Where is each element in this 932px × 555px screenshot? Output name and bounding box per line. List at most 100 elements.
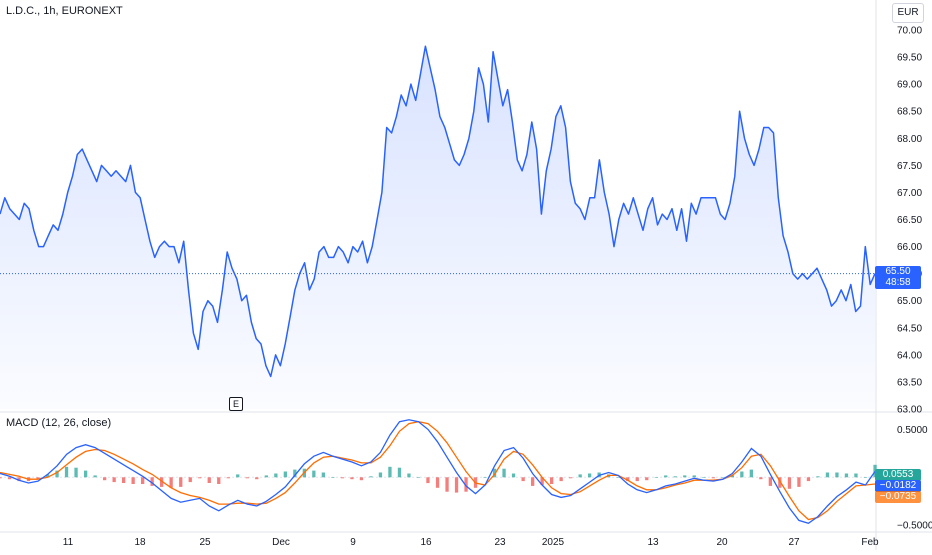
macd-histogram-bar bbox=[388, 466, 392, 478]
macd-histogram-bar bbox=[359, 477, 364, 481]
macd-histogram-bar bbox=[226, 477, 230, 479]
macd-histogram-bar bbox=[283, 471, 287, 478]
macd-histogram-bar bbox=[711, 477, 715, 479]
price-tick-label: 63.00 bbox=[897, 405, 922, 416]
macd-histogram-bar bbox=[331, 477, 335, 478]
macd-histogram-bar bbox=[312, 470, 316, 478]
macd-tick-label: 0.5000 bbox=[897, 425, 928, 436]
macd-histogram-bar bbox=[407, 473, 411, 478]
macd-histogram-bar bbox=[160, 477, 164, 487]
time-tick-label: 9 bbox=[350, 537, 356, 548]
macd-histogram-bar bbox=[721, 477, 725, 478]
macd-histogram-bar bbox=[654, 477, 658, 478]
macd-histogram-bar bbox=[245, 477, 249, 479]
macd-histogram-bar bbox=[683, 475, 687, 478]
time-tick-label: 2025 bbox=[542, 537, 565, 548]
macd-histogram-bar bbox=[806, 477, 811, 482]
earnings-event-marker[interactable]: E bbox=[229, 397, 243, 411]
time-tick-label: Feb bbox=[861, 537, 879, 548]
macd-histogram-bar bbox=[350, 477, 354, 480]
macd-histogram-bar bbox=[426, 477, 430, 484]
macd-histogram-bar bbox=[550, 477, 554, 484]
macd-histogram-bar bbox=[778, 477, 782, 488]
macd-histogram-bar bbox=[0, 477, 2, 479]
macd-tick-label: −0.5000 bbox=[897, 521, 932, 532]
macd-histogram-bar bbox=[511, 473, 516, 478]
macd-histogram-bar bbox=[378, 472, 383, 478]
price-tick-label: 65.00 bbox=[897, 296, 922, 307]
price-tick-label: 66.00 bbox=[897, 242, 922, 253]
currency-button[interactable]: EUR bbox=[892, 3, 924, 23]
macd-histogram-bar bbox=[673, 476, 677, 478]
macd-histogram-bar bbox=[692, 475, 696, 478]
macd-histogram-bar bbox=[264, 475, 268, 478]
macd-histogram-bar bbox=[74, 467, 78, 478]
macd-histogram-bar bbox=[863, 477, 868, 478]
macd-histogram-bar bbox=[645, 477, 649, 481]
price-line[interactable] bbox=[0, 45, 876, 378]
macd-histogram-bar bbox=[626, 477, 630, 482]
signal-line-tag: −0.0735 bbox=[875, 491, 921, 503]
time-tick-label: Dec bbox=[272, 537, 290, 548]
macd-histogram-bar bbox=[588, 473, 592, 478]
macd-histogram-bar bbox=[492, 468, 497, 478]
price-tick-label: 69.00 bbox=[897, 80, 922, 91]
macd-histogram-bar bbox=[435, 477, 440, 488]
macd-histogram-bar bbox=[55, 470, 59, 478]
time-tick-label: 16 bbox=[420, 537, 432, 548]
macd-histogram-bar bbox=[569, 477, 573, 479]
macd-histogram-bar bbox=[825, 472, 830, 478]
macd-histogram-bar bbox=[787, 477, 792, 489]
macd-histogram-bar bbox=[274, 473, 278, 478]
macd-histogram-bar bbox=[759, 477, 763, 480]
macd-histogram-bar bbox=[141, 477, 145, 484]
price-tick-label: 67.00 bbox=[897, 188, 922, 199]
price-tick-label: 66.50 bbox=[897, 215, 922, 226]
price-tick-label: 68.50 bbox=[897, 107, 922, 118]
macd-histogram-bar bbox=[616, 477, 620, 478]
macd-histogram-bar bbox=[293, 469, 297, 478]
macd-histogram-bar bbox=[454, 477, 459, 493]
macd-histogram-bar bbox=[122, 477, 126, 483]
macd-histogram-bar bbox=[369, 476, 373, 478]
macd-histogram-bar bbox=[179, 477, 183, 487]
macd-histogram-bar bbox=[768, 477, 772, 486]
macd-title[interactable]: MACD (12, 26, close) bbox=[6, 417, 112, 429]
macd-histogram-bar bbox=[255, 477, 259, 480]
macd-line[interactable] bbox=[0, 419, 876, 525]
axis-layer[interactable]: 70.00 69.50 69.00 68.50 68.00 67.50 67.00 66.50… bbox=[63, 26, 932, 549]
macd-pane[interactable] bbox=[0, 419, 877, 525]
macd-histogram-bar bbox=[416, 477, 421, 478]
macd-histogram-bar bbox=[131, 477, 135, 484]
macd-histogram-bar bbox=[207, 477, 211, 483]
macd-histogram-bar bbox=[150, 477, 154, 486]
price-tick-label: 63.50 bbox=[897, 377, 922, 388]
macd-histogram-bar bbox=[521, 477, 525, 482]
time-tick-label: 25 bbox=[199, 537, 211, 548]
macd-histogram-bar bbox=[103, 477, 107, 481]
macd-histogram-bar bbox=[835, 472, 839, 478]
symbol-title[interactable]: L.D.C., 1h, EURONEXT bbox=[6, 5, 123, 17]
macd-histogram-bar bbox=[169, 477, 173, 488]
time-tick-label: 23 bbox=[494, 537, 506, 548]
macd-histogram-bar bbox=[664, 475, 668, 478]
macd-histogram-bar bbox=[844, 473, 849, 478]
macd-histogram-bar bbox=[635, 477, 639, 482]
last-price-tag: 65.50 48:58 bbox=[875, 266, 921, 289]
macd-histogram-bar bbox=[198, 477, 202, 479]
price-pane[interactable] bbox=[0, 45, 876, 409]
macd-histogram-bar bbox=[93, 475, 97, 478]
macd-histogram-bar bbox=[445, 477, 449, 492]
macd-histogram-bar bbox=[854, 473, 858, 478]
macd-histogram-bar bbox=[340, 477, 344, 479]
macd-line-tag: −0.0182 bbox=[875, 480, 921, 492]
time-tick-label: 18 bbox=[134, 537, 146, 548]
macd-histogram-bar bbox=[397, 467, 402, 478]
macd-histogram-bar bbox=[36, 477, 40, 480]
macd-histogram-bar bbox=[464, 477, 468, 492]
macd-histogram-bar bbox=[321, 472, 325, 478]
macd-histogram-bar bbox=[730, 475, 734, 478]
signal-line[interactable] bbox=[0, 421, 876, 521]
